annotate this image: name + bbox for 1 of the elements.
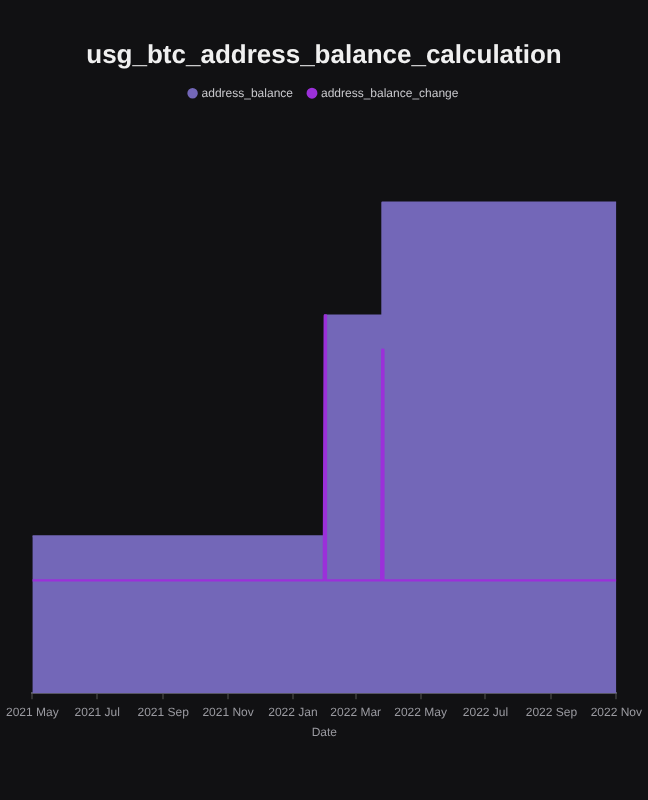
chart-title: usg_btc_address_balance_calculation [86, 38, 562, 69]
